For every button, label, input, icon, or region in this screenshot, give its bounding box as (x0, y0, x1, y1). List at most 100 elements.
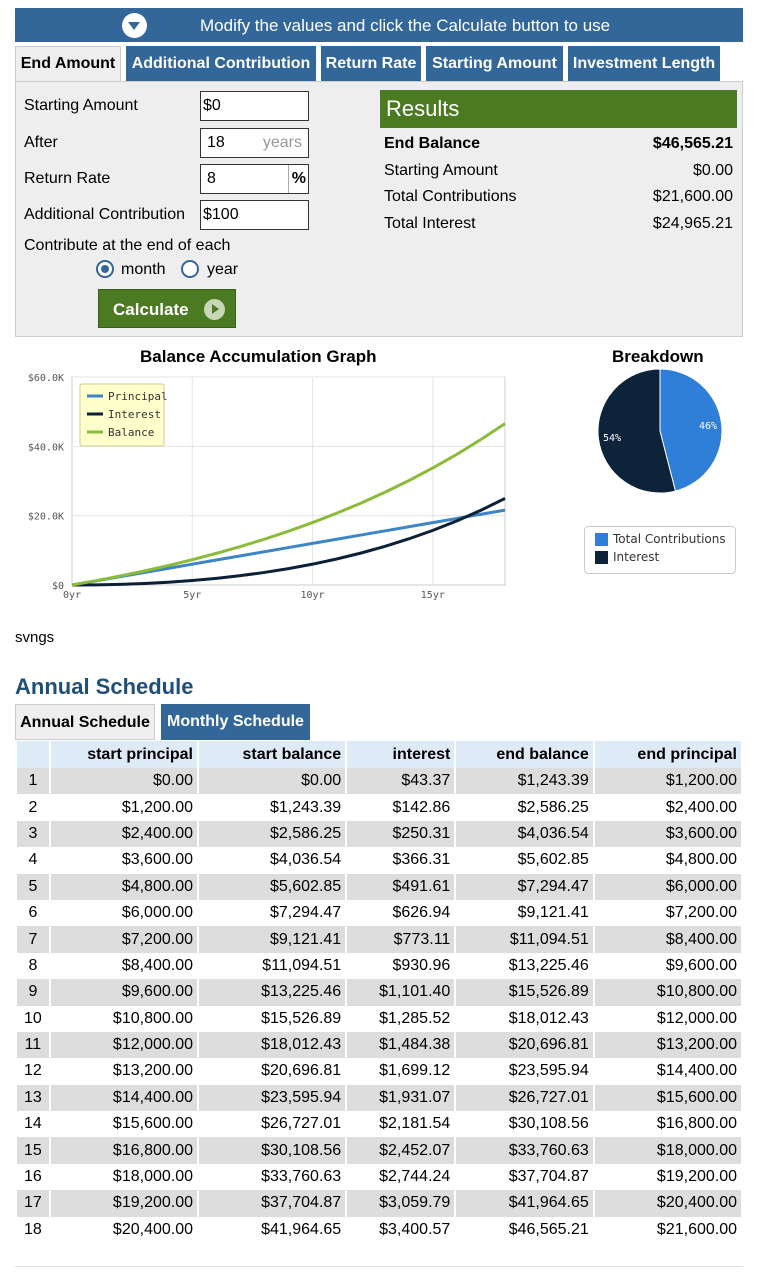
after-years-input[interactable]: 18 years (200, 128, 309, 158)
after-label: After (24, 134, 58, 151)
table-cell: $5,602.85 (517, 851, 589, 869)
table-cell: $7,200.00 (50, 926, 197, 953)
result-value: $0.00 (692, 162, 733, 179)
return-rate-input[interactable]: 8 % (200, 164, 309, 194)
table-cell: $13,200.00 (594, 1031, 741, 1059)
table-cell: $8,400.00 (121, 956, 193, 974)
legend-label: Balance (108, 426, 154, 439)
y-tick-label: $40.0K (28, 442, 64, 453)
calculate-button[interactable]: Calculate (98, 289, 236, 328)
table-cell: $2,744.24 (379, 1168, 451, 1186)
table-cell: $1,200.00 (594, 768, 741, 795)
year-cell: 12 (24, 1062, 42, 1080)
after-years-value: 18 (207, 134, 225, 151)
table-row: 17 $19,200.00 $37,704.87 $3,059.79 $41,964.6… (17, 1190, 741, 1217)
table-cell: $8,400.00 (594, 926, 741, 953)
tab-annual-schedule[interactable]: Annual Schedule (15, 704, 155, 740)
year-cell: 4 (28, 851, 38, 869)
legend-swatch-contributions (595, 533, 608, 546)
starting-amount-input[interactable]: $0 (200, 91, 309, 121)
table-cell: $491.61 (347, 873, 455, 900)
table-cell: $14,400.00 (656, 1062, 737, 1080)
radio-year-label[interactable]: year (207, 261, 239, 278)
result-row: Total Interest $24,965.21 (384, 215, 733, 239)
table-cell: $1,101.40 (347, 979, 455, 1006)
starting-amount-value: $0 (203, 97, 221, 114)
table-cell: $11,094.51 (262, 956, 342, 974)
table-cell: $366.31 (392, 851, 451, 869)
y-tick-label: $60.0K (28, 373, 64, 384)
table-cell: $20,696.81 (456, 1031, 593, 1059)
table-cell: $33,760.63 (456, 1137, 593, 1164)
tab-investment-length[interactable]: Investment Length (568, 46, 720, 81)
additional-contribution-label: Additional Contribution (24, 206, 185, 223)
table-cell: $1,699.12 (379, 1062, 451, 1080)
table-cell: $16,800.00 (656, 1115, 737, 1133)
year-cell: 1 (17, 768, 49, 795)
divider (15, 1266, 743, 1267)
year-cell: 11 (17, 1031, 49, 1059)
table-cell: $7,294.47 (456, 873, 593, 900)
table-cell: $6,000.00 (121, 904, 193, 922)
schedule-title: Annual Schedule (15, 674, 194, 699)
table-cell: $6,000.00 (594, 873, 741, 900)
column-header (17, 741, 49, 768)
table-cell: $30,108.56 (199, 1137, 346, 1164)
table-cell: $30,108.56 (508, 1115, 589, 1133)
table-cell: $2,586.25 (199, 820, 346, 848)
table-cell: $41,964.65 (456, 1190, 593, 1217)
breakdown-pie-chart: 46% 54% (597, 368, 723, 494)
instruction-banner[interactable]: Modify the values and click the Calculat… (15, 8, 743, 42)
year-cell: 5 (17, 873, 49, 900)
table-row: 11 $12,000.00 $18,012.43 $1,484.38 $20,696.8… (17, 1031, 741, 1059)
banner-text: Modify the values and click the Calculat… (200, 16, 611, 35)
table-row: 3 $2,400.00 $2,586.25 $250.31 $4,036.54 $3,60… (17, 820, 741, 848)
breakdown-legend: Total Contributions Interest (584, 526, 736, 574)
additional-contribution-input[interactable]: $100 (200, 200, 309, 230)
tab-return-rate[interactable]: Return Rate (321, 46, 421, 81)
table-cell: $46,565.21 (508, 1220, 589, 1238)
tab-monthly-schedule[interactable]: Monthly Schedule (161, 704, 310, 740)
table-cell: $7,294.47 (270, 904, 342, 922)
tab-starting-amount[interactable]: Starting Amount (426, 46, 563, 81)
breakdown-title: Breakdown (612, 347, 704, 366)
radio-month-label[interactable]: month (121, 261, 166, 278)
table-cell: $21,600.00 (656, 1220, 737, 1238)
table-cell: $3,600.00 (121, 851, 193, 869)
chevron-down-icon[interactable] (122, 13, 147, 38)
balance-line (71, 422, 506, 587)
result-value: $46,565.21 (652, 135, 733, 152)
table-cell: $773.11 (347, 926, 455, 953)
table-cell: $1,243.39 (270, 798, 342, 816)
table-cell: $18,012.43 (508, 1009, 589, 1027)
year-cell: 7 (17, 926, 49, 953)
contribute-at-label: Contribute at the end of each (24, 237, 231, 254)
radio-month[interactable] (96, 260, 114, 278)
table-cell: $142.86 (392, 798, 451, 816)
results-header: Results (380, 90, 737, 128)
table-cell: $20,400.00 (112, 1220, 193, 1238)
table-cell: $4,800.00 (50, 873, 197, 900)
calculator-panel: Starting Amount $0 After 18 years Return… (15, 81, 743, 337)
result-value: $21,600.00 (652, 188, 733, 205)
y-tick-label: $20.0K (28, 512, 64, 523)
table-cell: $14,400.00 (50, 1084, 197, 1112)
table-cell: $2,181.54 (379, 1115, 451, 1133)
annual-schedule-table: start principal start balance interest end … (15, 741, 743, 1243)
column-header: end balance (456, 741, 593, 768)
table-cell: $15,600.00 (112, 1115, 193, 1133)
table-cell: $3,059.79 (347, 1190, 455, 1217)
table-cell: $13,200.00 (112, 1062, 193, 1080)
x-tick-label: 0yr (63, 590, 81, 601)
table-cell: $4,036.54 (270, 851, 342, 869)
table-cell: $1,200.00 (121, 798, 193, 816)
pie-slice-contributions (659, 368, 723, 492)
table-cell: $2,452.07 (347, 1137, 455, 1164)
tab-additional-contribution[interactable]: Additional Contribution (126, 46, 316, 81)
year-cell: 14 (24, 1115, 42, 1133)
table-cell: $2,400.00 (665, 798, 737, 816)
table-cell: $13,225.46 (508, 956, 589, 974)
tab-end-amount[interactable]: End Amount (15, 46, 121, 82)
year-cell: 18 (24, 1220, 42, 1238)
radio-year[interactable] (181, 260, 199, 278)
